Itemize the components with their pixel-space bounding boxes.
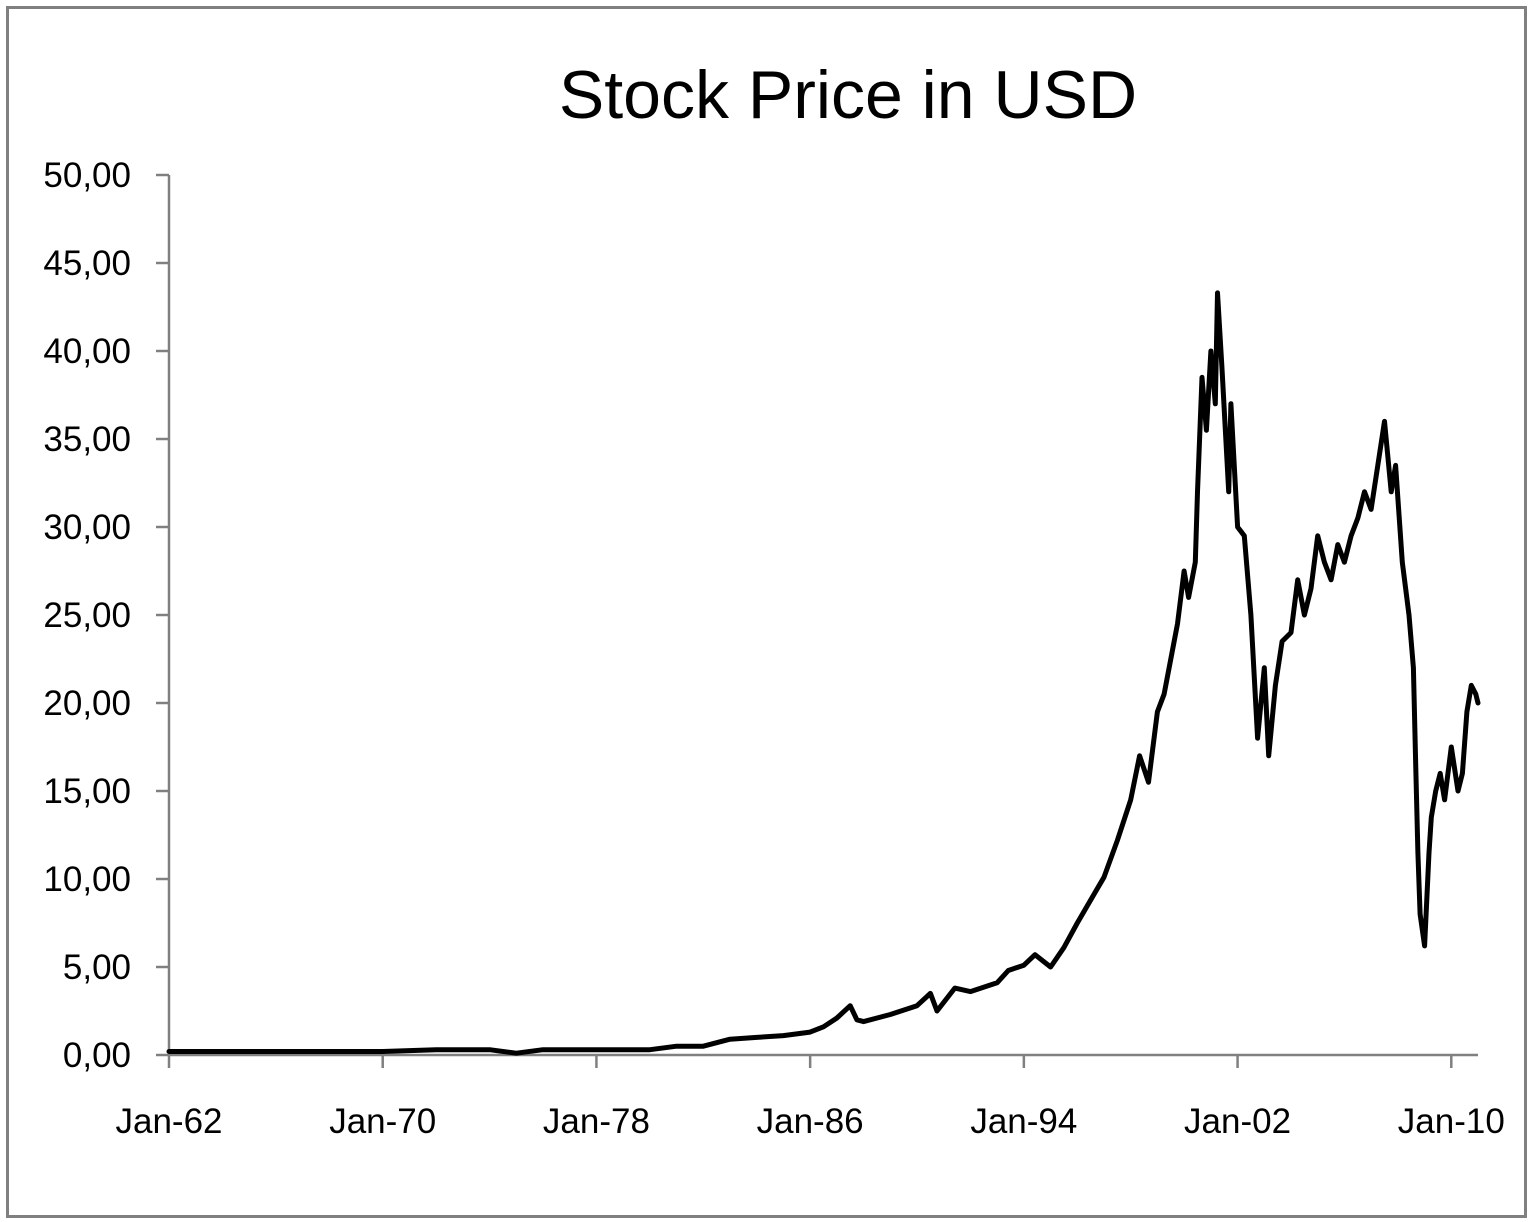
x-tick-label: Jan-02 (1184, 1102, 1291, 1141)
y-tick-label: 0,00 (63, 1036, 131, 1075)
chart-frame (6, 6, 1527, 1218)
y-tick-label: 30,00 (43, 508, 131, 547)
y-tick-label: 45,00 (43, 244, 131, 283)
x-tick-label: Jan-94 (970, 1102, 1077, 1141)
y-axis: 0,00 5,00 10,00 15,00 20,00 25,00 30,00 35,00 40… (43, 156, 171, 1075)
y-tick-label: 20,00 (43, 684, 131, 723)
x-tick-label: Jan-62 (115, 1102, 222, 1141)
x-tick-label: Jan-10 (1398, 1102, 1505, 1141)
y-tick-label: 40,00 (43, 332, 131, 371)
chart-title: Stock Price in USD (559, 57, 1137, 133)
series-line (166, 290, 1481, 1056)
x-tick-label: Jan-86 (757, 1102, 864, 1141)
x-tick-label: Jan-78 (543, 1102, 650, 1141)
y-tick-label: 5,00 (63, 948, 131, 987)
x-axis: Jan-62 Jan-70 Jan-78 Jan-86 Jan-94 Jan-02 Jan-… (115, 1053, 1505, 1141)
y-tick-label: 50,00 (43, 156, 131, 195)
y-tick-label: 15,00 (43, 772, 131, 811)
y-tick-label: 25,00 (43, 596, 131, 635)
y-tick-label: 35,00 (43, 420, 131, 459)
price-series (166, 290, 1481, 1056)
y-tick-label: 10,00 (43, 860, 131, 899)
x-tick-label: Jan-70 (329, 1102, 436, 1141)
